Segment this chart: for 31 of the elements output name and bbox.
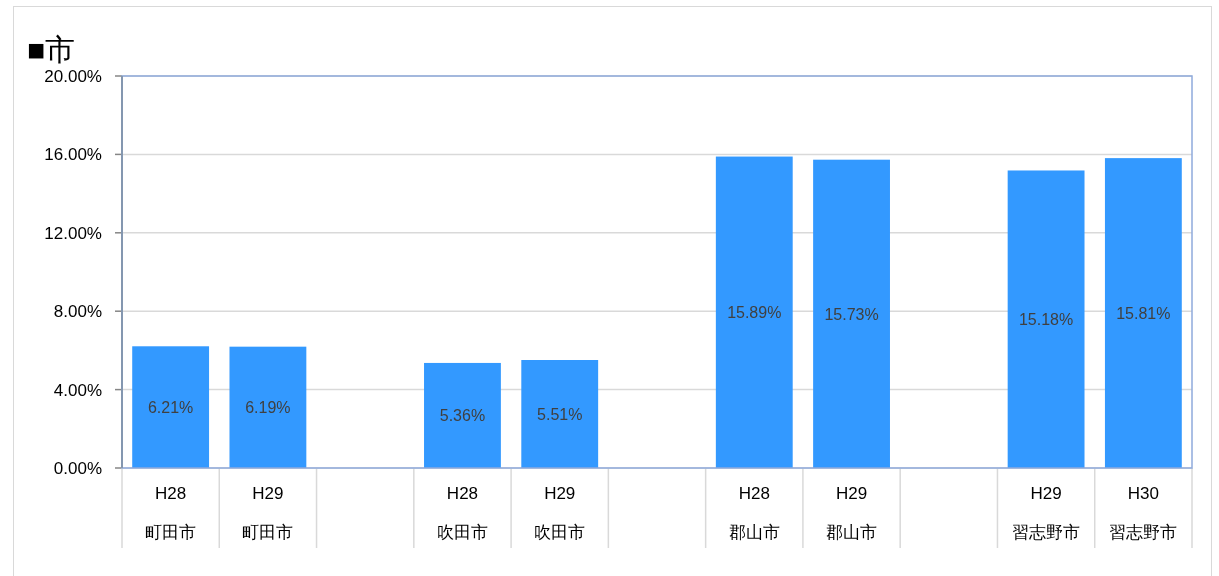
bar bbox=[521, 360, 599, 468]
data-label: 15.89% bbox=[727, 304, 782, 322]
x-tick-label: H28 郡山市 bbox=[728, 484, 780, 542]
bar bbox=[424, 362, 501, 468]
data-label: 6.21% bbox=[147, 399, 194, 417]
bar bbox=[229, 346, 307, 468]
data-label: 5.51% bbox=[537, 406, 583, 423]
y-tick-label: 16.00% bbox=[44, 145, 102, 165]
bar bbox=[1104, 158, 1182, 468]
bar bbox=[715, 156, 793, 468]
bar bbox=[813, 159, 890, 468]
x-tick-label: H29 習志野市 bbox=[1012, 484, 1081, 542]
y-tick-label: 4.00% bbox=[53, 380, 102, 400]
data-label: 15.73% bbox=[824, 305, 879, 323]
y-tick-label: 0.00% bbox=[53, 459, 102, 478]
bar bbox=[132, 346, 210, 468]
x-tick-label: H29 吹田市 bbox=[534, 484, 586, 542]
x-tick-label: H28 吹田市 bbox=[436, 484, 488, 542]
data-label: 15.18% bbox=[1018, 311, 1074, 329]
y-tick-label: 8.00% bbox=[53, 302, 102, 322]
data-label: 15.81% bbox=[1116, 305, 1171, 323]
y-tick-label: 12.00% bbox=[44, 223, 102, 243]
x-tick-label: H29 郡山市 bbox=[826, 484, 878, 542]
x-tick-label: H28 町田市 bbox=[145, 484, 197, 542]
y-tick-label: 20.00% bbox=[44, 67, 102, 86]
data-label: 5.36% bbox=[439, 407, 486, 425]
x-tick-label: H30 習志野市 bbox=[1109, 484, 1178, 542]
chart-title: ■市 bbox=[27, 33, 76, 66]
data-label: 6.19% bbox=[245, 399, 291, 417]
bar bbox=[1007, 170, 1085, 468]
x-tick-label: H29 町田市 bbox=[242, 484, 294, 542]
